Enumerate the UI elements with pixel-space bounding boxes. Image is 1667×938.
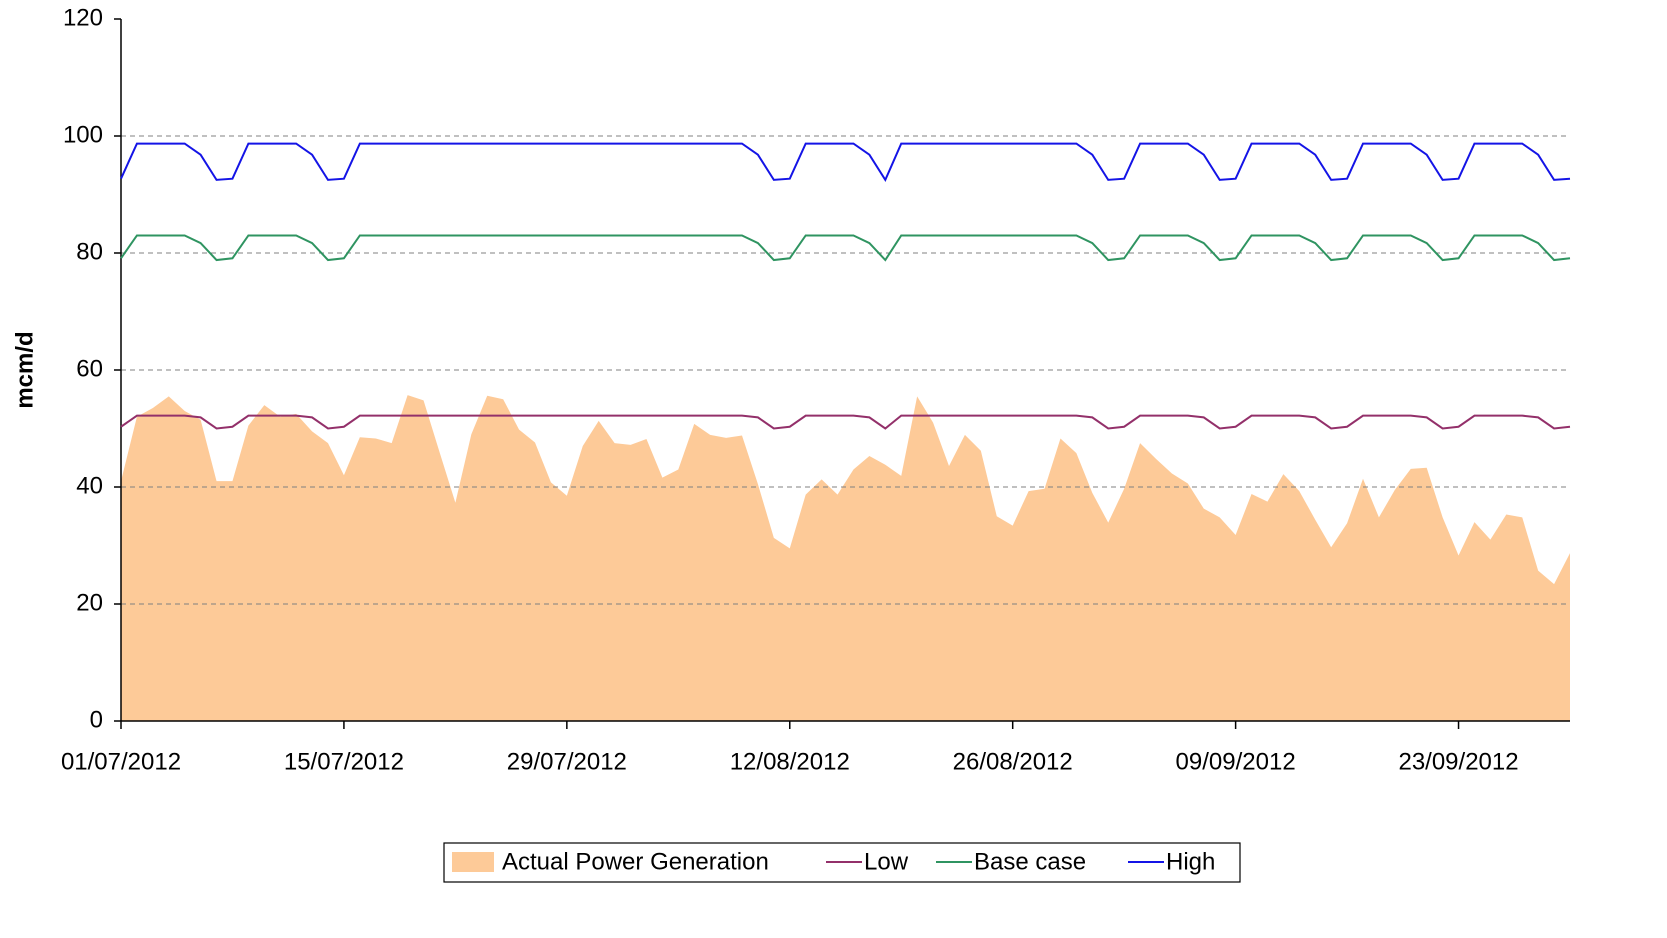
legend-label: Base case	[974, 848, 1086, 875]
line	[120, 234, 1571, 262]
legend-label: High	[1166, 848, 1215, 875]
area	[121, 395, 1570, 721]
line	[120, 414, 1571, 430]
x-tick-label: 15/07/2012	[284, 748, 404, 775]
y-tick-label: 40	[76, 472, 103, 499]
legend-swatch	[452, 852, 494, 872]
y-tick-label: 80	[76, 238, 103, 265]
x-tick-label: 12/08/2012	[730, 748, 850, 775]
line	[120, 142, 1571, 182]
x-tick-label: 23/09/2012	[1398, 748, 1518, 775]
y-tick-label: 120	[63, 4, 103, 31]
y-tick-label: 0	[90, 706, 103, 733]
x-tick-label: 26/08/2012	[953, 748, 1073, 775]
y-axis-label: mcm/d	[11, 331, 38, 408]
y-tick-label: 60	[76, 355, 103, 382]
legend-label: Low	[864, 848, 909, 875]
legend-label: Actual Power Generation	[502, 848, 769, 875]
x-tick-label: 01/07/2012	[61, 748, 181, 775]
x-tick-label: 09/09/2012	[1176, 748, 1296, 775]
x-tick-label: 29/07/2012	[507, 748, 627, 775]
y-tick-label: 100	[63, 121, 103, 148]
y-tick-label: 20	[76, 589, 103, 616]
